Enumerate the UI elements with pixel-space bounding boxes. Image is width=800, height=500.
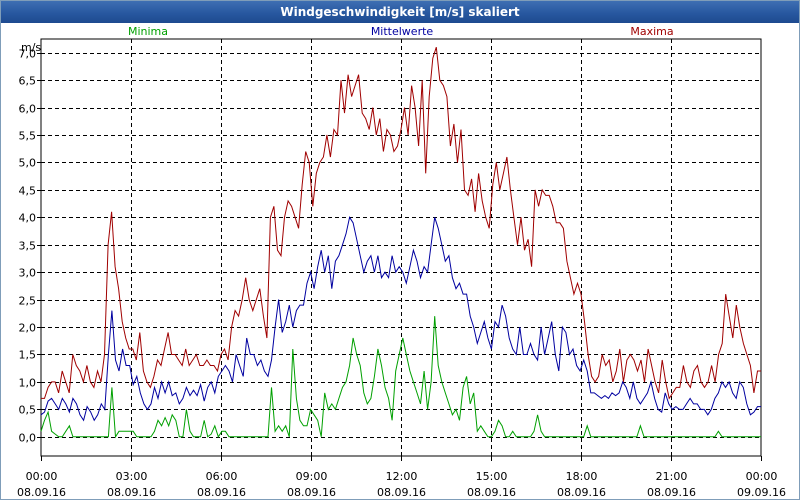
- y-tick-label: 5,0: [19, 157, 37, 170]
- x-tick-date: 08.09.16: [107, 486, 156, 499]
- y-tick-label: 0,5: [19, 404, 37, 417]
- y-tick-label: 3,5: [19, 240, 37, 253]
- legend-maxima: Maxima: [630, 25, 673, 38]
- y-tick-label: 1,5: [19, 349, 37, 362]
- y-tick-label: 4,5: [19, 185, 37, 198]
- x-tick-time: 18:00: [566, 470, 598, 483]
- plot-border: [40, 38, 762, 457]
- x-tick-date: 08.09.16: [557, 486, 606, 499]
- x-tick-date: 08.09.16: [17, 486, 66, 499]
- x-tick-date: 09.09.16: [737, 486, 786, 499]
- x-tick-time: 06:00: [206, 470, 238, 483]
- x-tick-time: 03:00: [116, 470, 148, 483]
- y-tick-label: 3,0: [19, 267, 37, 280]
- x-tick-time: 12:00: [386, 470, 418, 483]
- series-line-minima: [40, 316, 761, 439]
- y-tick-label: 2,0: [19, 322, 37, 335]
- y-tick-label: 4,0: [19, 212, 37, 225]
- y-tick-label: 6,0: [19, 103, 37, 116]
- chart-title: Windgeschwindigkeit [m/s] skaliert: [1, 1, 799, 23]
- y-tick-label: 0,0: [19, 432, 37, 445]
- x-tick-date: 08.09.16: [647, 486, 696, 499]
- series-line-maxima: [41, 47, 761, 400]
- x-tick-date: 08.09.16: [377, 486, 426, 499]
- grid: [41, 39, 761, 456]
- y-tick-label: 2,5: [19, 295, 37, 308]
- y-tick-label: 1,0: [19, 377, 37, 390]
- x-tick-date: 08.09.16: [467, 486, 516, 499]
- x-tick-time: 00:00: [26, 470, 58, 483]
- y-tick-label: 7,0: [19, 48, 37, 61]
- x-tick-time: 00:00: [746, 470, 778, 483]
- x-tick-time: 21:00: [656, 470, 688, 483]
- y-tick-label: 5,5: [19, 130, 37, 143]
- x-tick-date: 08.09.16: [287, 486, 336, 499]
- y-tick-label: 6,5: [19, 75, 37, 88]
- series: [40, 47, 761, 439]
- x-tick-date: 08.09.16: [197, 486, 246, 499]
- axes: 0,0 0,5 1,0 1,5 2,0 2,5 3,0 3,5 4,0 4,5 5,0 5,5 6,0 6…: [17, 38, 786, 499]
- legend-mittelwerte: Mittelwerte: [371, 25, 434, 38]
- y-axis-label: m/s: [21, 41, 41, 54]
- legend: Minima Mittelwerte Maxima: [128, 25, 674, 38]
- x-tick-time: 15:00: [476, 470, 508, 483]
- x-tick-time: 09:00: [296, 470, 328, 483]
- series-line-mittelwerte: [40, 216, 761, 422]
- legend-minima: Minima: [128, 25, 168, 38]
